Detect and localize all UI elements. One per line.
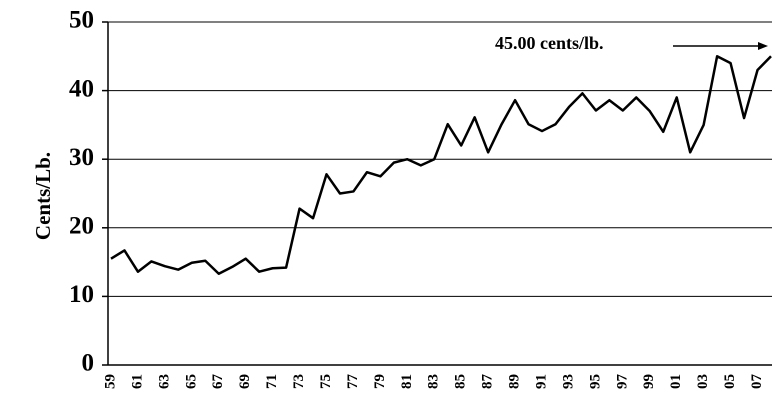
x-tick-label: 73 — [291, 374, 307, 389]
y-tick-label: 40 — [69, 75, 94, 102]
x-tick-label: 03 — [695, 374, 711, 389]
x-tick-label: 71 — [264, 374, 280, 389]
x-tick-label: 87 — [480, 374, 496, 390]
x-tick-label: 91 — [533, 374, 549, 389]
x-tick-label: 97 — [614, 374, 630, 390]
annotation-arrowhead — [758, 42, 768, 50]
y-axis-label: Cents/Lb. — [31, 152, 55, 240]
y-tick-label: 30 — [69, 144, 94, 171]
y-tick-label: 0 — [82, 350, 95, 377]
x-tick-label: 93 — [560, 374, 576, 389]
data-line — [110, 55, 772, 276]
y-tick-label: 20 — [69, 213, 94, 240]
x-tick-label: 81 — [399, 374, 415, 389]
x-tick-label: 05 — [722, 374, 738, 389]
y-tick-label: 50 — [69, 7, 94, 34]
annotation: 45.00 cents/lb. — [495, 33, 604, 53]
x-tick-label: 61 — [129, 374, 145, 389]
x-tick-label: 85 — [453, 374, 469, 389]
x-tick-label: 69 — [237, 374, 253, 389]
x-tick-label: 59 — [102, 374, 118, 389]
x-tick-label: 07 — [749, 374, 765, 390]
x-tick-label: 83 — [426, 374, 442, 389]
x-tick-label: 65 — [183, 374, 199, 389]
x-tick-label: 77 — [345, 374, 361, 390]
x-tick-label: 95 — [587, 374, 603, 389]
x-tick-label: 79 — [372, 374, 388, 389]
x-tick-label: 63 — [156, 374, 172, 389]
x-tick-label: 67 — [210, 374, 226, 390]
y-tick-label: 10 — [69, 281, 94, 308]
x-tick-label: 99 — [641, 374, 657, 389]
x-tick-label: 01 — [668, 374, 684, 389]
x-tick-label: 75 — [318, 374, 334, 389]
x-tick-label: 89 — [507, 374, 523, 389]
